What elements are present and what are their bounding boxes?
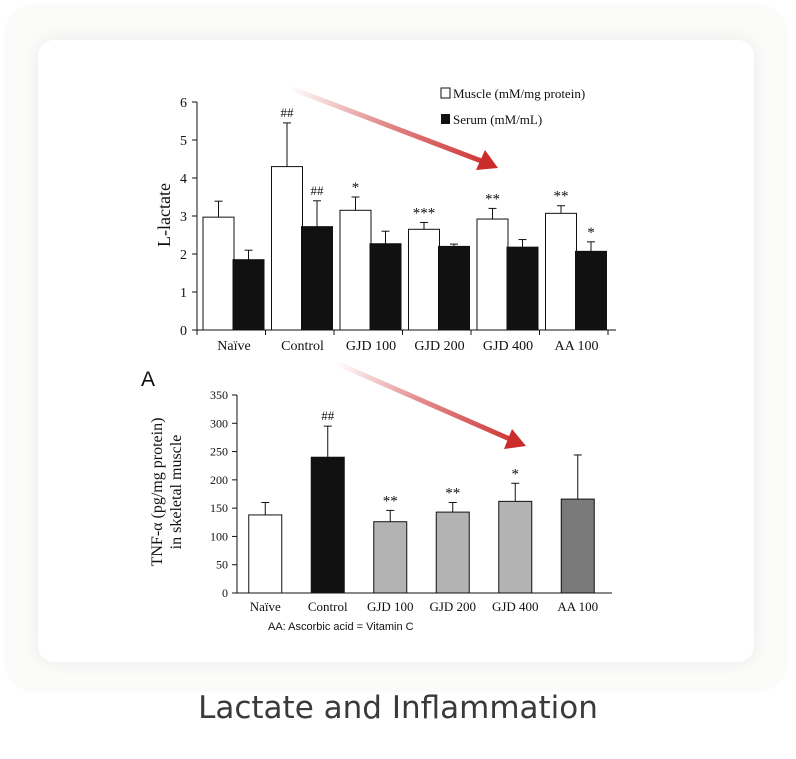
y-tick-label: 6 xyxy=(180,96,187,111)
x-tick-label: GJD 200 xyxy=(414,339,464,354)
bar-serum-5 xyxy=(575,250,607,331)
annotation-serum-5: * xyxy=(587,225,595,241)
bar-muscle-3 xyxy=(408,228,440,331)
x-tick-label: Naïve xyxy=(217,339,250,354)
x-tick-label: GJD 400 xyxy=(483,339,533,354)
tnf-axes xyxy=(236,395,612,594)
bar-serum-1 xyxy=(301,226,333,331)
panel-label: A xyxy=(141,368,155,391)
lactate-annotations: #### ****** *** xyxy=(281,105,595,241)
bar-tnf-4 xyxy=(498,500,533,594)
tnf-y-ticks: 0 50 100 150 200 250 300 350 xyxy=(210,388,237,600)
annotation-muscle-5: ** xyxy=(554,189,569,205)
lactate-bars xyxy=(202,122,607,331)
annotation-muscle-1: ## xyxy=(281,105,295,120)
lactate-legend: Muscle (mM/mg protein) Serum (mM/mL) xyxy=(440,86,585,127)
tnf-bars xyxy=(248,425,595,594)
x-tick-label: Control xyxy=(281,339,324,354)
tnf-annotations: ##** *** xyxy=(321,408,519,509)
bar-muscle-4 xyxy=(476,218,509,331)
annotation-muscle-2: * xyxy=(352,180,360,196)
lactate-y-axis-label: L-lactate xyxy=(154,183,174,247)
tnf-x-ticks: Naïve Control GJD 100 GJD 200 GJD 400 AA 100 xyxy=(250,599,598,614)
y-tick-label: 50 xyxy=(216,558,228,572)
x-tick-label: AA 100 xyxy=(555,339,599,354)
lactate-y-ticks: 0 1 2 3 4 5 6 xyxy=(180,96,197,339)
y-tick-label: 200 xyxy=(210,473,228,487)
bar-serum-2 xyxy=(369,243,402,331)
annotation-tnf-2: ** xyxy=(383,493,398,509)
legend-swatch-serum xyxy=(441,114,450,124)
bar-tnf-0 xyxy=(248,514,283,594)
x-tick-label: GJD 100 xyxy=(346,339,396,354)
legend-swatch-muscle xyxy=(440,87,451,99)
tnf-y-axis-label-line1: TNF-α (pg/mg protein) xyxy=(149,418,166,567)
y-tick-label: 0 xyxy=(180,324,187,339)
y-tick-label: 2 xyxy=(180,248,187,263)
x-tick-label: GJD 400 xyxy=(492,599,539,614)
annotation-tnf-3: ** xyxy=(445,485,460,501)
bar-tnf-2 xyxy=(373,521,408,594)
y-tick-label: 1 xyxy=(180,286,187,301)
y-tick-label: 5 xyxy=(180,134,187,149)
y-tick-label: 300 xyxy=(210,416,228,430)
y-tick-label: 4 xyxy=(180,172,187,187)
lactate-x-ticks: Naïve Control GJD 100 GJD 200 GJD 400 AA 100 xyxy=(217,339,598,354)
x-tick-label: AA 100 xyxy=(557,599,598,614)
y-tick-label: 150 xyxy=(210,501,228,515)
annotation-serum-1: ## xyxy=(311,183,325,198)
annotation-muscle-4: ** xyxy=(485,191,500,207)
y-tick-label: 350 xyxy=(210,388,228,402)
tnf-chart: 0 50 100 150 200 250 300 350 Naïve Control GJD 10… xyxy=(149,360,612,614)
y-tick-label: 250 xyxy=(210,445,228,459)
annotation-tnf-1: ## xyxy=(321,408,335,423)
figure: 0 1 2 3 4 5 6 Naïve Control GJD 100 GJD 200 GJD 40… xyxy=(141,85,616,633)
bar-muscle-1 xyxy=(271,166,303,331)
bar-tnf-1 xyxy=(310,456,345,594)
x-tick-label: Naïve xyxy=(250,599,281,614)
bar-serum-4 xyxy=(506,246,539,331)
trend-arrow-top xyxy=(287,85,498,170)
x-tick-label: Control xyxy=(308,599,348,614)
trend-arrow-bottom xyxy=(333,360,526,449)
x-tick-label: GJD 200 xyxy=(429,599,476,614)
bar-muscle-0 xyxy=(202,216,235,331)
bar-tnf-5 xyxy=(560,498,595,594)
lactate-chart: 0 1 2 3 4 5 6 Naïve Control GJD 100 GJD 200 GJD 40… xyxy=(154,85,616,354)
bar-serum-3 xyxy=(438,245,470,331)
bar-muscle-5 xyxy=(545,212,577,331)
y-tick-label: 100 xyxy=(210,529,228,543)
annotation-tnf-4: * xyxy=(512,466,520,482)
bar-tnf-3 xyxy=(435,511,470,594)
annotation-muscle-3: *** xyxy=(413,205,436,221)
legend-label-serum: Serum (mM/mL) xyxy=(453,112,542,127)
bar-serum-0 xyxy=(232,259,265,331)
footnote: AA: Ascorbic acid = Vitamin C xyxy=(268,621,414,633)
x-tick-label: GJD 100 xyxy=(367,599,414,614)
bar-muscle-2 xyxy=(339,209,372,331)
caption: Lactate and Inflammation xyxy=(198,690,598,726)
y-tick-label: 3 xyxy=(180,210,187,225)
tnf-y-axis-label-line2: in skeletal muscle xyxy=(168,435,185,550)
legend-label-muscle: Muscle (mM/mg protein) xyxy=(453,86,585,101)
y-tick-label: 0 xyxy=(222,586,228,600)
